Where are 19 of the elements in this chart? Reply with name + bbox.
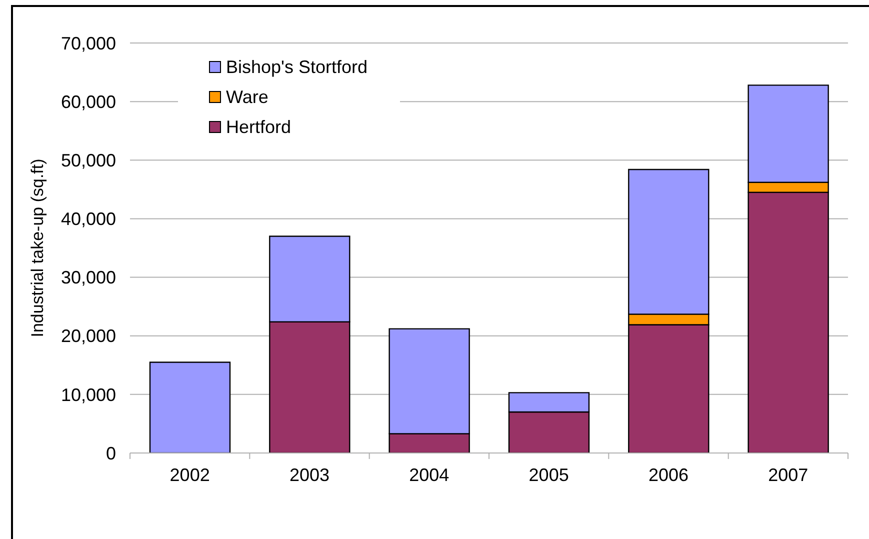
y-tick-label: 60,000 <box>60 92 116 112</box>
x-tick-label: 2003 <box>289 464 330 485</box>
legend-label: Ware <box>226 86 268 106</box>
x-tick-label: 2005 <box>528 464 569 485</box>
x-tick-label: 2004 <box>409 464 450 485</box>
y-tick-label: 40,000 <box>60 209 116 230</box>
y-tick-label: 0 <box>106 443 116 464</box>
y-tick-label: 10,000 <box>60 384 116 405</box>
legend-label: Hertford <box>226 116 292 136</box>
y-tick-label: 70,000 <box>60 33 116 54</box>
y-axis-title: Industrial take-up (sq.ft) <box>28 158 46 338</box>
x-tick-label: 2007 <box>768 464 808 485</box>
y-tick-label: 20,000 <box>60 326 116 346</box>
bar <box>149 362 231 453</box>
x-tick-label: 2006 <box>648 464 689 485</box>
y-tick-label: 50,000 <box>60 150 116 171</box>
y-tick-label: 30,000 <box>60 268 116 288</box>
x-tick-label: 2002 <box>170 464 210 485</box>
legend-label: Bishop's Stortford <box>226 56 368 76</box>
